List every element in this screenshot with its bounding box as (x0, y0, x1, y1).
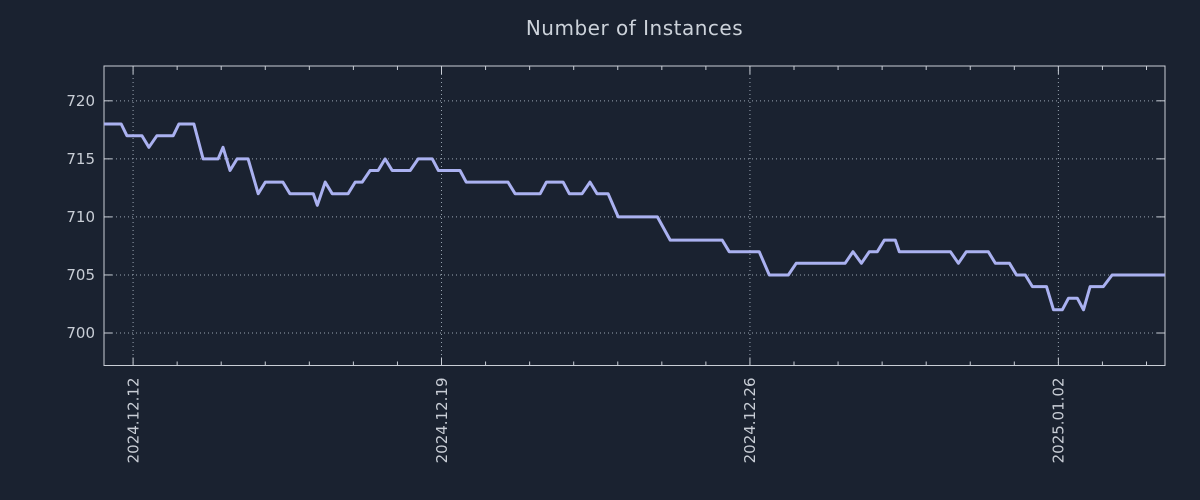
y-tick-label: 710 (66, 208, 95, 226)
x-tick-label: 2024.12.12 (124, 378, 142, 464)
plot-border (103, 65, 1166, 366)
y-tick-label: 705 (66, 266, 95, 284)
y-tick-label: 715 (66, 150, 95, 168)
chart-title: Number of Instances (525, 16, 744, 40)
y-tick-label: 700 (66, 324, 95, 342)
series-line-instances (104, 122, 1165, 312)
x-tick-label: 2024.12.26 (741, 378, 759, 464)
x-tick-label: 2025.01.02 (1050, 378, 1068, 464)
x-tick-label: 2024.12.19 (433, 378, 451, 464)
y-tick-label: 720 (66, 92, 95, 110)
